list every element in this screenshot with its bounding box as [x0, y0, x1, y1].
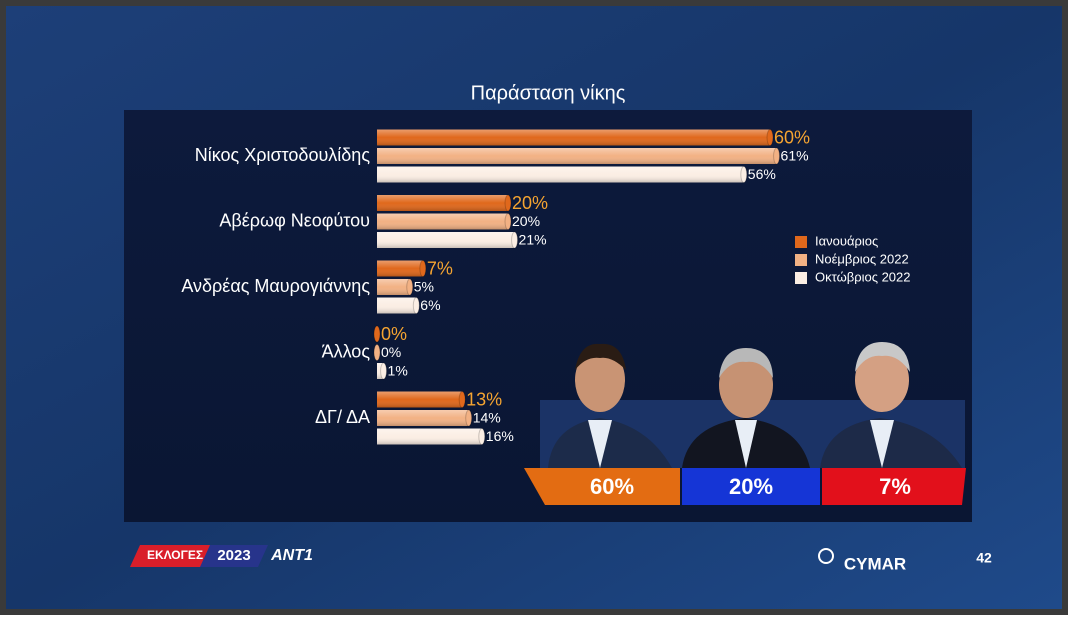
portrait-shirt [735, 420, 757, 468]
portrait [548, 343, 672, 468]
footer: ΕΚΛΟΓΕΣ 2023 ΑΝΤ1 CYMAR 42 [130, 545, 992, 573]
banner: 60% 20% 7% [524, 468, 966, 505]
bar-cap [504, 213, 512, 230]
banner-label: 20% [729, 474, 773, 499]
portrait-head [855, 348, 909, 412]
banner-box [524, 468, 680, 505]
legend-label: Ιανουάριος [815, 233, 878, 248]
category-label: Νίκος Χριστοδουλίδης [195, 145, 371, 165]
bar-cap [740, 166, 748, 183]
portrait-head [575, 348, 625, 412]
bar-shine [377, 232, 515, 248]
bar-cap [380, 362, 388, 380]
chart-title: Παράσταση νίκης [471, 82, 626, 104]
channel-logo: ΑΝΤ1 [270, 547, 313, 564]
badge-year: 2023 [217, 547, 250, 564]
bar-cap [478, 428, 486, 445]
badge [130, 545, 220, 567]
value-label: 56% [748, 166, 776, 182]
value-label: 60% [774, 127, 810, 147]
category-label: Άλλος [322, 341, 371, 361]
banner-box [822, 468, 966, 505]
legend-swatch [795, 254, 807, 266]
bar-shine [377, 129, 770, 146]
bar-shine [377, 166, 744, 183]
value-label: 13% [466, 389, 502, 409]
portrait-hair [719, 348, 773, 378]
bar-shine [377, 195, 508, 211]
bar-cap [373, 325, 381, 343]
category-label: ΔΓ/ ΔΑ [315, 407, 370, 427]
value-label: 20% [512, 193, 548, 213]
value-label: 21% [519, 232, 547, 248]
source-logo: CYMAR [844, 554, 906, 573]
bar-shine [377, 363, 384, 379]
bar-cap [412, 297, 420, 314]
portrait-shirt [870, 420, 894, 468]
portrait [682, 348, 810, 468]
legend-swatch [795, 272, 807, 284]
portrait-head [719, 352, 773, 418]
portrait [820, 342, 962, 468]
value-label: 14% [473, 410, 501, 426]
bar-shine [377, 391, 463, 408]
portrait-shirt [588, 420, 612, 468]
bar-cap [458, 391, 466, 408]
bar-cap [511, 231, 519, 249]
bar-shine [377, 148, 777, 164]
value-label: 16% [486, 428, 514, 444]
page-number: 42 [976, 550, 992, 566]
value-label: 1% [388, 363, 408, 379]
bar-cap [406, 278, 414, 296]
badge-label: ΕΚΛΟΓΕΣ [147, 548, 203, 562]
banner-box [682, 468, 820, 505]
category-label: Αβέρωφ Νεοφύτου [219, 210, 370, 230]
value-label: 0% [381, 344, 401, 360]
portrait-body [820, 418, 962, 468]
bar-shine [377, 297, 417, 314]
legend-label: Νοέμβριος 2022 [815, 251, 909, 266]
value-label: 20% [512, 213, 540, 229]
bar-shine [377, 213, 508, 230]
portrait-hair [575, 343, 626, 370]
bar-cap [766, 129, 774, 146]
value-label: 7% [427, 258, 453, 278]
bar-cap [504, 194, 512, 212]
category-label: Ανδρέας Μαυρογιάννης [181, 276, 370, 296]
value-label: 0% [381, 324, 407, 344]
value-label: 6% [420, 297, 440, 313]
bar-cap [773, 147, 781, 165]
portrait-hair [855, 342, 910, 372]
value-label: 61% [781, 148, 809, 164]
portrait-body [548, 418, 672, 468]
bar-cap [373, 344, 381, 361]
badge [200, 545, 268, 567]
bar-shine [377, 279, 410, 295]
bar-shine [377, 410, 469, 426]
bar-cap [465, 409, 473, 427]
legend-label: Οκτώβριος 2022 [815, 269, 911, 284]
banner-label: 60% [590, 474, 634, 499]
portraits [540, 342, 965, 468]
bar-cap [419, 260, 427, 277]
bar-shine [377, 260, 423, 277]
source-logo-icon [818, 548, 834, 564]
banner-label: 7% [879, 474, 911, 499]
legend-swatch [795, 236, 807, 248]
value-label: 5% [414, 279, 434, 295]
bar-shine [377, 428, 482, 445]
